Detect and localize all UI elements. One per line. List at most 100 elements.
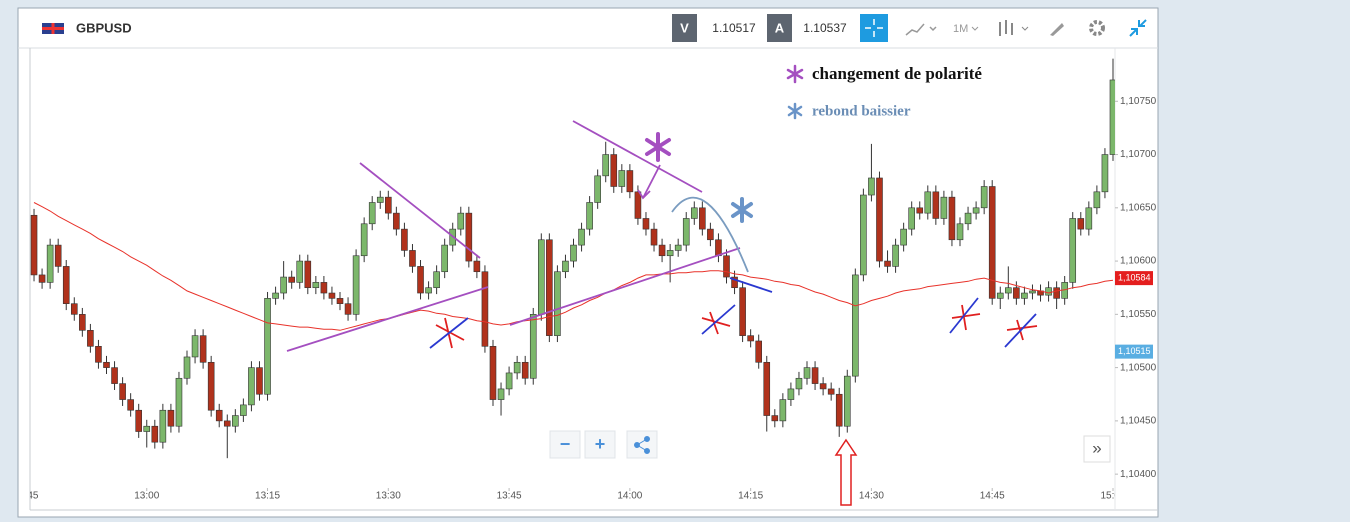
candle-body	[328, 292, 336, 299]
candle-body	[417, 266, 424, 294]
trend-line	[729, 277, 773, 293]
x-tick-label: 13:15	[255, 491, 280, 502]
price-label: 1,10584	[1118, 272, 1151, 282]
candle-body	[771, 415, 779, 422]
ask-box[interactable]	[767, 14, 792, 42]
x-tick-label: 14:15	[738, 491, 763, 502]
candle-body	[803, 367, 811, 379]
y-tick-label: 1,10650	[1120, 202, 1157, 213]
candle-body	[320, 282, 328, 294]
candle-body	[956, 223, 964, 241]
candle-body	[835, 393, 843, 427]
candle-body	[393, 212, 400, 230]
scroll-button[interactable]	[1083, 435, 1111, 463]
crosshair-button[interactable]	[860, 14, 888, 42]
legend-asterisk	[787, 102, 803, 120]
trend-line	[359, 162, 481, 259]
candle-body	[1101, 154, 1109, 193]
candle-body	[819, 383, 827, 390]
slash	[701, 304, 736, 335]
candle-body	[457, 212, 465, 230]
candle-body	[932, 191, 940, 219]
candle-body	[489, 346, 497, 400]
zoom-out-button[interactable]	[549, 430, 581, 459]
candle-body	[1029, 290, 1036, 294]
annotation: rebond baissier	[812, 103, 911, 119]
timeframe[interactable]: 1M	[953, 23, 968, 35]
zoom-in-button[interactable]	[584, 430, 616, 459]
candle-body	[707, 228, 714, 241]
candle-body	[199, 335, 207, 363]
candle-body	[964, 212, 972, 225]
candle-body	[1069, 218, 1077, 283]
candle-body	[811, 367, 819, 384]
candle-body	[223, 420, 231, 427]
plot	[30, 58, 1115, 459]
share-button[interactable]	[626, 430, 658, 459]
indicator-button[interactable]	[905, 23, 937, 36]
flag	[42, 23, 64, 34]
crosshair-icon	[865, 19, 883, 37]
candle-body	[634, 191, 642, 219]
candle-body	[119, 383, 126, 400]
candle-body	[360, 223, 368, 257]
candle-body	[787, 388, 795, 400]
candle-body	[940, 196, 948, 219]
symbol: GBPUSD	[76, 20, 132, 35]
legend-asterisk	[786, 64, 804, 84]
candle-body	[674, 244, 682, 251]
candle-body	[1021, 292, 1028, 299]
collapse-button[interactable]	[1129, 19, 1147, 37]
draw-button[interactable]	[1050, 23, 1064, 36]
settings-button[interactable]	[1089, 20, 1105, 36]
moving-average	[33, 202, 1114, 331]
candle-body	[62, 266, 70, 304]
trend-line	[509, 247, 741, 326]
slash	[949, 297, 979, 334]
candle-body	[175, 377, 183, 427]
candle-body	[1093, 191, 1101, 209]
candle-body	[264, 298, 271, 395]
candle-body	[980, 186, 988, 209]
candle-body	[852, 274, 859, 377]
candle-body	[232, 415, 239, 427]
candle-body	[1045, 287, 1052, 296]
candle-body	[207, 361, 215, 411]
candle-body	[497, 388, 505, 400]
candle-body	[70, 303, 78, 315]
chart-type-button[interactable]	[999, 20, 1029, 36]
candle-body	[739, 287, 746, 336]
trend-line	[286, 286, 489, 352]
candle-body	[191, 335, 199, 358]
candle-body	[876, 177, 883, 262]
bid-box[interactable]	[672, 14, 697, 42]
candle-body	[248, 367, 255, 406]
arrow-head	[637, 189, 651, 200]
candle-body	[481, 271, 489, 347]
candle-body	[795, 377, 803, 390]
x-tick-label: 12:45	[13, 491, 38, 502]
zoom-out: −	[560, 434, 571, 454]
candle-body	[167, 409, 175, 427]
zoom-in: +	[595, 434, 606, 454]
candle-body	[972, 207, 980, 214]
candle-body	[401, 228, 408, 251]
candle-body	[288, 276, 295, 283]
candle-body	[111, 367, 118, 384]
timeframe-arrow	[971, 26, 979, 31]
candle-body	[586, 202, 593, 230]
candle-body	[521, 361, 529, 379]
candle-body	[723, 255, 730, 278]
candle-body	[1013, 287, 1020, 299]
candle-body	[465, 212, 473, 262]
candle-body	[900, 228, 907, 246]
candle-body	[642, 218, 650, 230]
slash	[1004, 313, 1037, 348]
candle-body	[610, 154, 618, 187]
candle-body	[1109, 79, 1115, 155]
candle-body	[996, 292, 1004, 299]
share-icon	[634, 436, 650, 454]
candle-body	[537, 239, 545, 315]
candle-body	[79, 314, 86, 331]
